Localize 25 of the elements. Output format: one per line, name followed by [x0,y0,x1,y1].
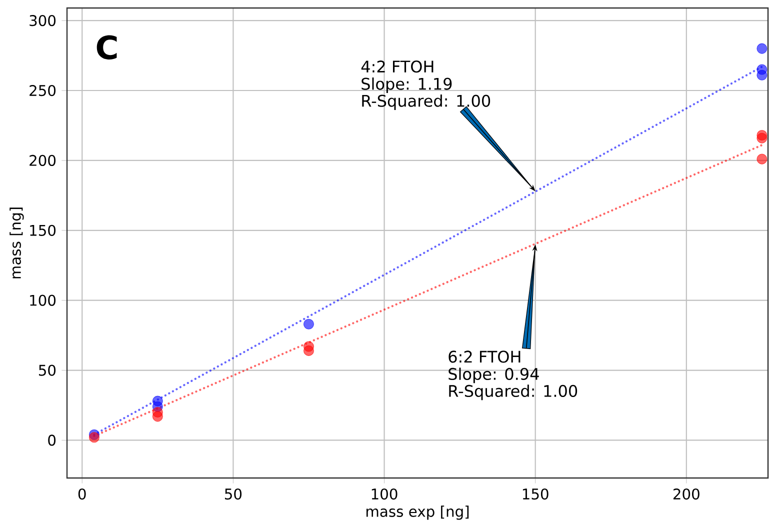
x-tick-label: 150 [522,488,548,500]
x-tick-label: 0 [78,488,86,500]
point [88,432,100,443]
annotation: R-Squared: 1.00 [362,94,490,110]
y-axis-title: mass [ng] [10,208,24,278]
annotation: C [96,35,117,60]
y-tick-label: 0 [48,434,56,446]
x-tick-label: 200 [673,488,700,500]
annotation: 6:2 FTOH [448,350,520,363]
y-tick-label: 100 [30,294,56,306]
y-tick-label: 250 [30,84,56,96]
y-tick-label: 200 [30,154,56,166]
annotation: R-Squared: 1.00 [449,384,578,400]
annotation: 4:2 FTOH [361,60,434,73]
x-axis-title: mass exp [ng] [366,506,469,520]
point [303,318,314,330]
y-tick-label: 50 [38,364,56,376]
y-tick-label: 300 [30,15,56,26]
point [152,411,163,422]
point [303,345,314,356]
annotation: Slope: 0.94 [448,368,539,384]
x-tick-label: 50 [224,488,242,500]
y-tick-label: 150 [30,224,56,236]
x-tick-label: 100 [372,488,398,500]
annotation: Slope: 1.19 [362,78,452,93]
